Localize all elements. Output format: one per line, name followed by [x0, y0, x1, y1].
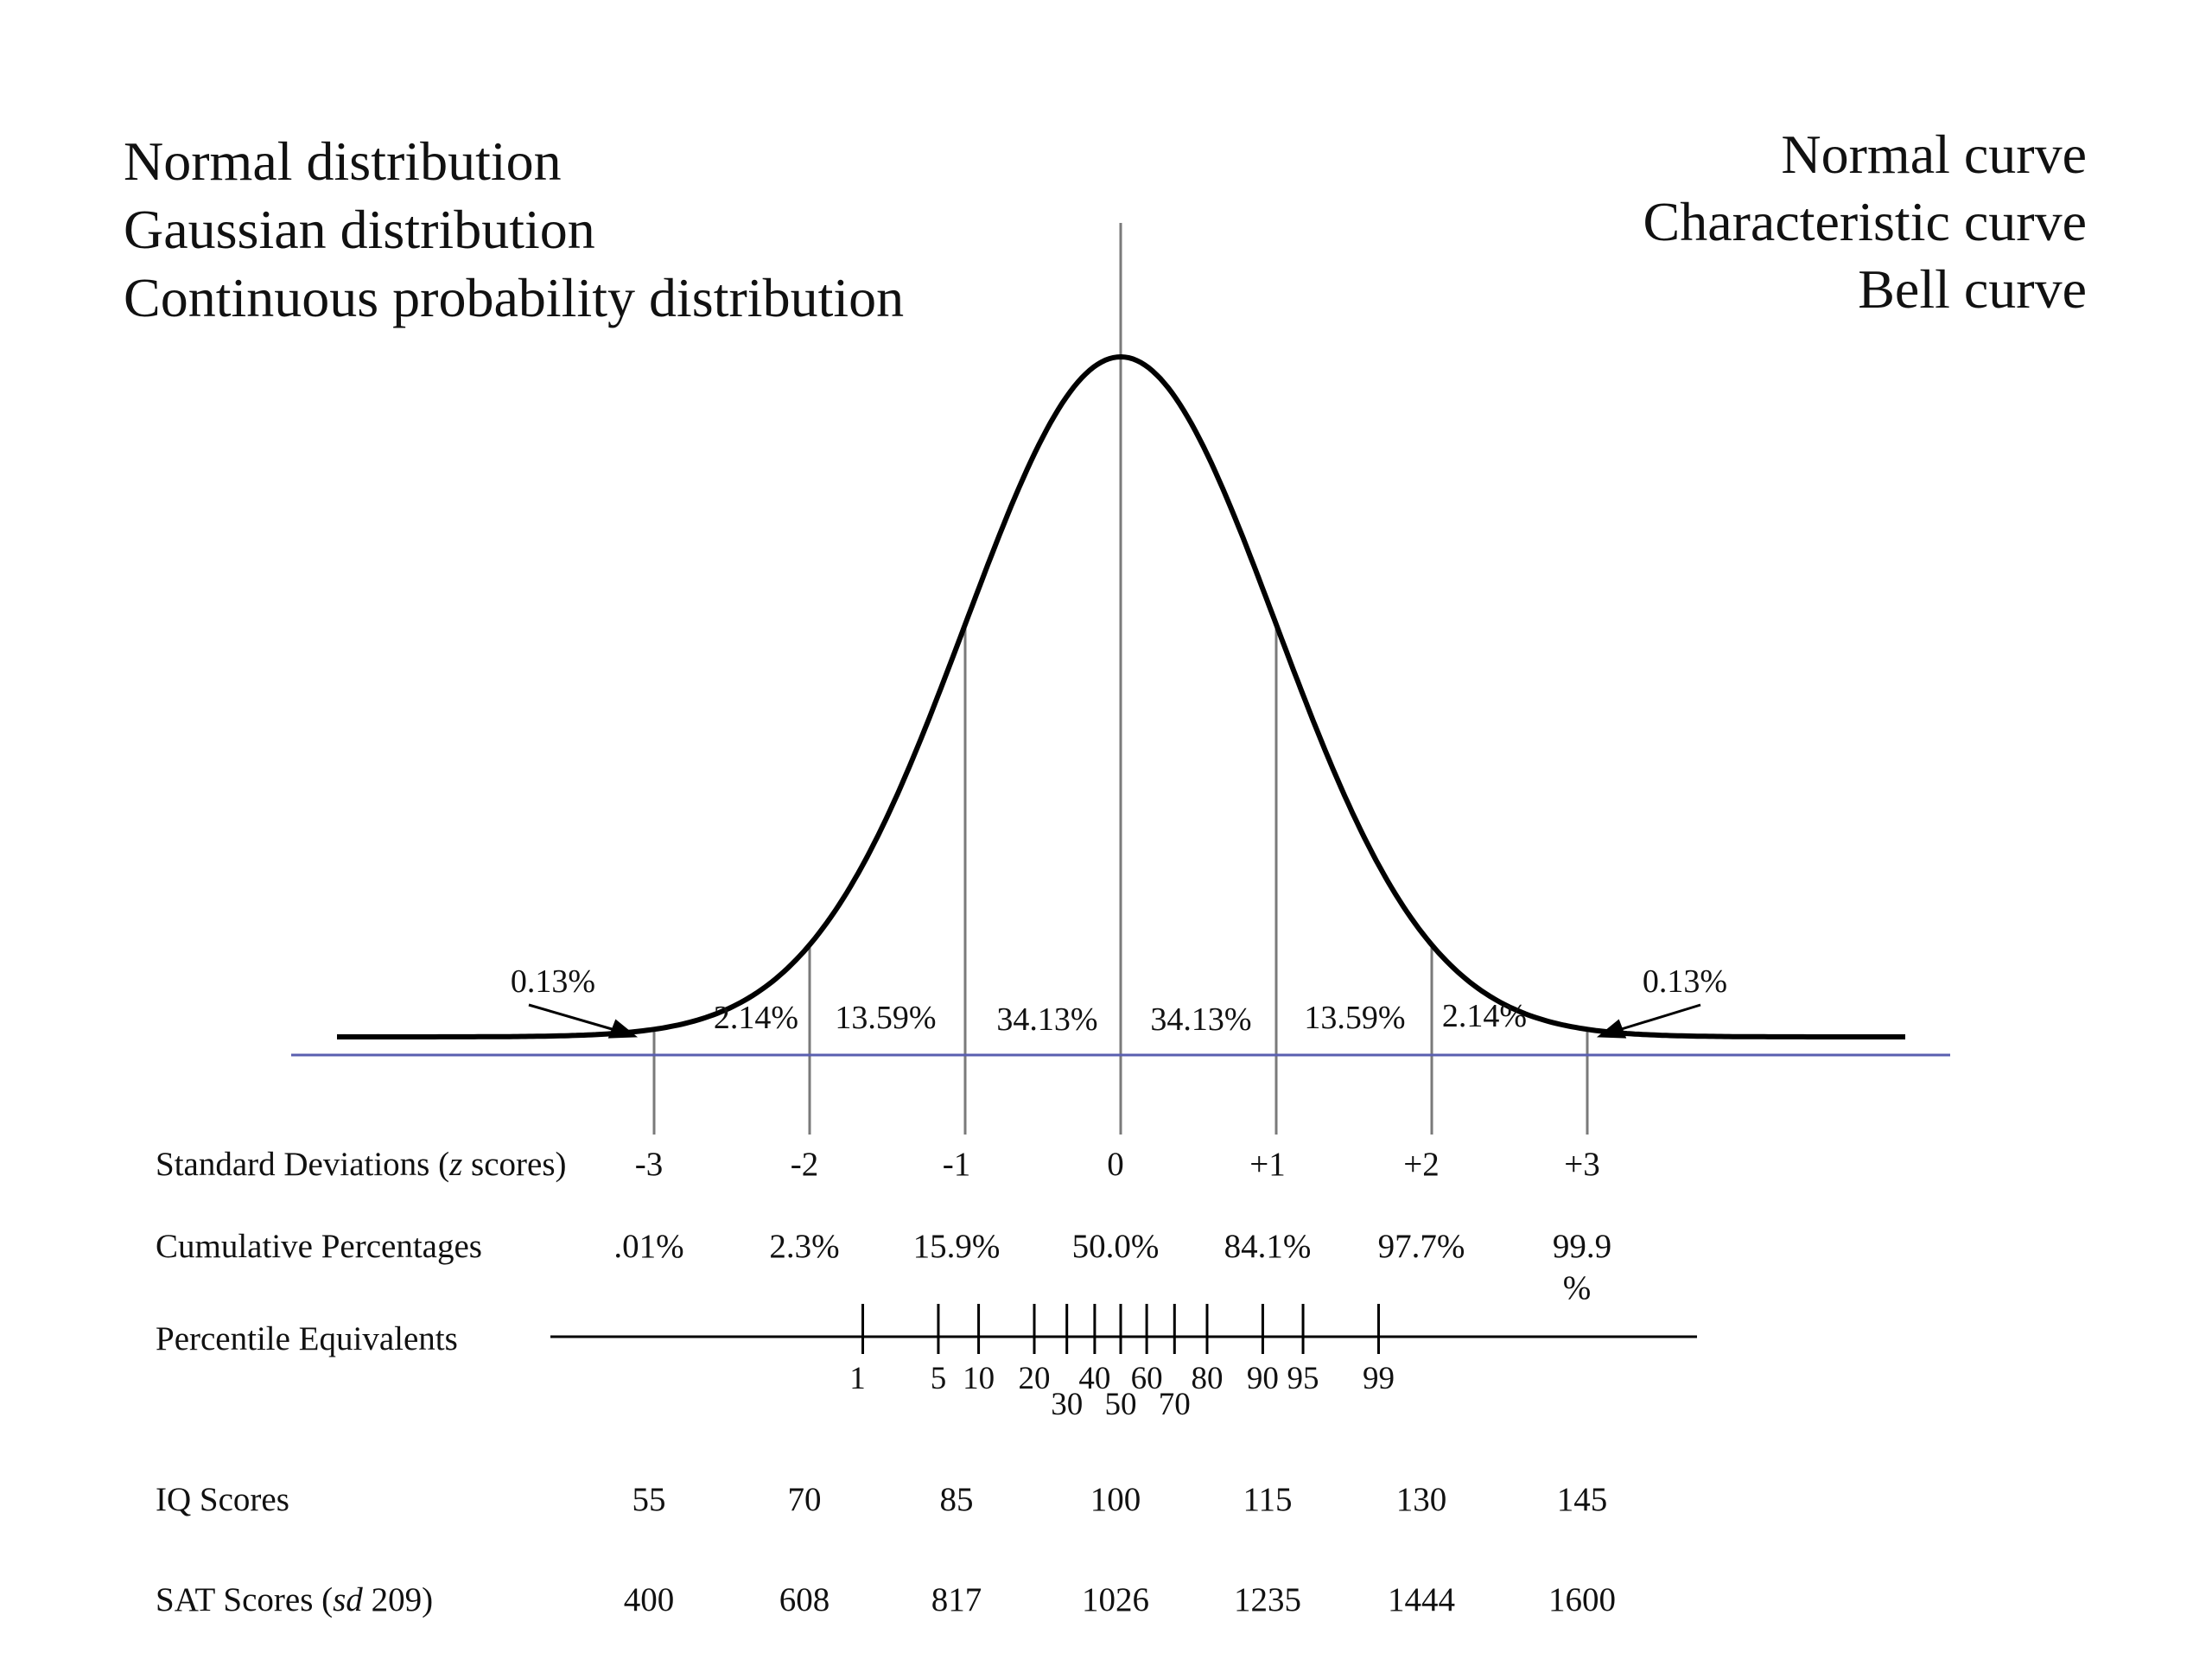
percentile-tick-label-1: 1: [849, 1361, 866, 1396]
z-score-values: -3 -2 -1 0 +1 +2 +3: [635, 1146, 1600, 1183]
region-percent-labels: 2.14% 13.59% 34.13% 34.13% 13.59% 2.14%: [714, 998, 1527, 1038]
percentile-tick-label-95: 95: [1287, 1361, 1319, 1396]
percentile-tick-label-50: 50: [1105, 1387, 1137, 1422]
z-score-2: -1: [943, 1146, 971, 1183]
bell-curve: [337, 353, 1905, 1039]
title-characteristic-curve: Characteristic curve: [1643, 191, 2088, 252]
sat-score-1: 608: [779, 1581, 830, 1618]
title-normal-distribution: Normal distribution: [124, 130, 562, 192]
iq-score-1: 70: [788, 1481, 822, 1518]
standard-deviation-lines: [652, 223, 1589, 1135]
title-continuous-probability-distribution: Continuous probability distribution: [124, 267, 904, 328]
percentile-tick-label-70: 70: [1159, 1387, 1191, 1422]
region-percent-pos1-pos2: 13.59%: [1304, 1000, 1405, 1036]
tail-percent-right: 0.13%: [1643, 963, 1727, 1000]
z-score-1: -2: [791, 1146, 819, 1183]
z-score-4: +1: [1249, 1146, 1286, 1183]
tail-arrow-right: [1615, 1003, 1701, 1033]
percentile-tick-label-20: 20: [1019, 1361, 1051, 1396]
cumulative-percentage-2: 15.9%: [913, 1228, 1001, 1265]
tail-arrow-left-head: [607, 1019, 639, 1039]
region-percent-0-pos1: 34.13%: [1150, 1001, 1251, 1038]
iq-score-values: 55 70 85 100 115 130 145: [632, 1481, 1608, 1518]
percentile-tick-label-60: 60: [1131, 1361, 1163, 1396]
percentile-tick-label-90: 90: [1247, 1361, 1279, 1396]
iq-score-6: 145: [1557, 1481, 1608, 1518]
cumulative-percentage-3: 50.0%: [1072, 1228, 1160, 1265]
row-label-standard-deviations: Standard Deviations (z scores): [156, 1146, 566, 1183]
left-titles: Normal distribution Gaussian distributio…: [124, 130, 904, 328]
cumulative-percentage-4: 84.1%: [1224, 1228, 1312, 1265]
sat-score-6: 1600: [1548, 1581, 1616, 1618]
tail-arrow-left: [528, 1003, 619, 1033]
percentile-tick-label-40: 40: [1078, 1361, 1110, 1396]
tail-arrows: [528, 1003, 1701, 1039]
region-percent-pos2-pos3: 2.14%: [1442, 998, 1527, 1034]
z-score-6: +3: [1564, 1146, 1600, 1183]
iq-score-4: 115: [1243, 1481, 1292, 1518]
z-score-0: -3: [635, 1146, 664, 1183]
percentile-tick-label-30: 30: [1051, 1387, 1083, 1422]
cumulative-percentage-0: .01%: [613, 1228, 683, 1265]
row-label-sat-scores: SAT Scores (sd 209): [156, 1581, 433, 1618]
title-normal-curve: Normal curve: [1781, 124, 2087, 185]
tail-percent-labels: 0.13% 0.13%: [511, 963, 1727, 1000]
tail-percent-left: 0.13%: [511, 963, 595, 1000]
percentile-tick-label-80: 80: [1191, 1361, 1223, 1396]
row-label-iq-scores: IQ Scores: [156, 1481, 289, 1518]
cumulative-percentage-1: 2.3%: [769, 1228, 839, 1265]
iq-score-3: 100: [1090, 1481, 1141, 1518]
percentile-tick-label-99: 99: [1363, 1361, 1395, 1396]
percentile-tick-label-10: 10: [963, 1361, 995, 1396]
cumulative-percentage-6: 99.9%: [1553, 1228, 1611, 1306]
sat-score-4: 1235: [1234, 1581, 1301, 1618]
row-labels: Standard Deviations (z scores) Cumulativ…: [156, 1146, 566, 1618]
title-gaussian-distribution: Gaussian distribution: [124, 199, 595, 260]
z-score-3: 0: [1107, 1146, 1124, 1183]
iq-score-2: 85: [940, 1481, 974, 1518]
right-titles: Normal curve Characteristic curve Bell c…: [1643, 124, 2088, 320]
region-percent-neg1-neg2: 13.59%: [835, 1000, 936, 1036]
row-label-percentile-equivalents: Percentile Equivalents: [156, 1320, 458, 1357]
cumulative-percentage-5: 97.7%: [1378, 1228, 1465, 1265]
sat-score-3: 1026: [1082, 1581, 1149, 1618]
tail-arrow-right-head: [1596, 1019, 1627, 1039]
sat-score-5: 1444: [1388, 1581, 1455, 1618]
row-label-cumulative-percentages: Cumulative Percentages: [156, 1228, 482, 1265]
sat-score-2: 817: [931, 1581, 982, 1618]
cumulative-percentage-values: .01% 2.3% 15.9% 50.0% 84.1% 97.7% 99.9%: [613, 1228, 1611, 1306]
region-percent-neg2-neg3: 2.14%: [714, 1000, 798, 1036]
title-bell-curve: Bell curve: [1858, 258, 2087, 320]
region-percent-0-neg1: 34.13%: [996, 1001, 1097, 1038]
sat-score-values: 400 608 817 1026 1235 1444 1600: [624, 1581, 1616, 1618]
iq-score-5: 130: [1396, 1481, 1447, 1518]
z-score-5: +2: [1403, 1146, 1440, 1183]
iq-score-0: 55: [632, 1481, 666, 1518]
percentile-tick-label-5: 5: [931, 1361, 947, 1396]
sat-score-0: 400: [624, 1581, 675, 1618]
